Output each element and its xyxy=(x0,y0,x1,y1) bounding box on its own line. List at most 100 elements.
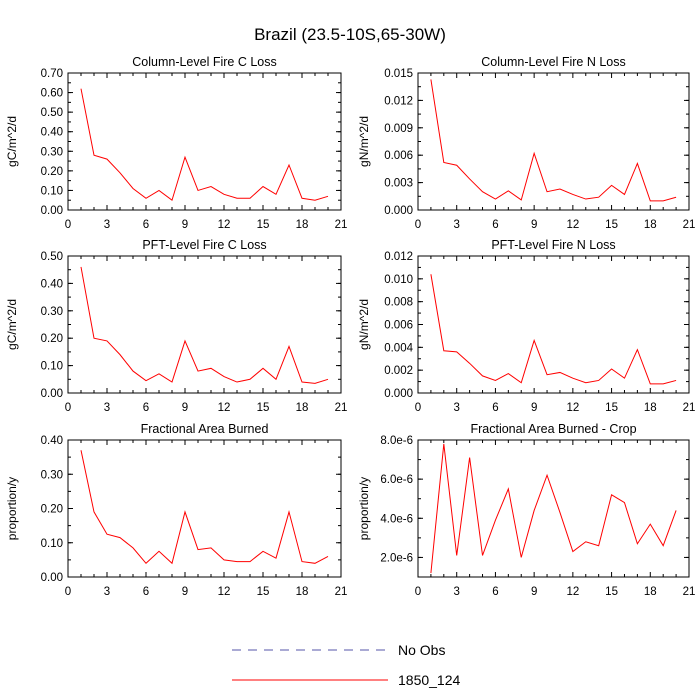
chart-panel-5: Fractional Area Burned proportion/y 0 3 6 9 12… xyxy=(5,422,347,598)
y-tick-label: 0.30 xyxy=(41,306,63,318)
y-tick-label: 0.50 xyxy=(41,251,63,263)
y-tick-label: 0.30 xyxy=(41,469,63,481)
panel-title: Column-Level Fire C Loss xyxy=(132,55,277,69)
y-axis-label: gC/m^2/d xyxy=(5,116,19,167)
series-line-1850_124 xyxy=(430,443,677,574)
y-tick-label: 0.00 xyxy=(41,205,63,217)
y-tick-label: 0.40 xyxy=(41,435,63,447)
chart-panel-1: Column-Level Fire C Loss gC/m^2/d 0 3 6 9 12 15… xyxy=(5,55,347,231)
y-tick-label: 0.10 xyxy=(41,538,63,550)
x-tick-label: 12 xyxy=(218,219,231,231)
x-tick-label: 6 xyxy=(143,586,149,598)
series-line-1850_124 xyxy=(430,274,677,385)
x-tick-label: 12 xyxy=(566,219,579,231)
x-tick-label: 3 xyxy=(454,586,460,598)
chart-panel-6: Fractional Area Burned - Crop proportion/… xyxy=(357,422,695,598)
plot-frame xyxy=(417,72,690,211)
y-tick-label: 0.40 xyxy=(41,278,63,290)
panel-title: Column-Level Fire N Loss xyxy=(481,55,626,69)
plot-frame xyxy=(67,255,342,394)
series-line-1850_124 xyxy=(80,88,329,202)
y-tick-label: 0.004 xyxy=(384,342,413,354)
y-tick-label: 0.012 xyxy=(384,251,413,263)
x-tick-label: 18 xyxy=(644,586,657,598)
x-tick-label: 6 xyxy=(492,219,498,231)
x-tick-label: 21 xyxy=(683,586,696,598)
chart-panels: Column-Level Fire C Loss gC/m^2/d 0 3 6 9 12 15… xyxy=(5,55,695,598)
legend-label-1850-124: 1850_124 xyxy=(398,672,461,688)
x-tick-label: 15 xyxy=(605,402,618,414)
series-line-1850_124 xyxy=(80,450,329,565)
y-tick-label: 4.0e-6 xyxy=(380,513,413,525)
x-tick-label: 18 xyxy=(644,219,657,231)
y-tick-label: 0.50 xyxy=(41,107,63,119)
x-tick-label: 9 xyxy=(182,402,188,414)
x-tick-label: 18 xyxy=(296,219,309,231)
chart-panel-4: PFT-Level Fire N Loss gN/m^2/d 0 3 6 9 12 15 18 2… xyxy=(357,238,695,414)
y-tick-label: 0.003 xyxy=(384,178,413,190)
x-tick-label: 9 xyxy=(531,586,537,598)
x-tick-label: 21 xyxy=(335,219,348,231)
y-axis-label: gN/m^2/d xyxy=(357,299,371,350)
chart-panel-3: PFT-Level Fire C Loss gC/m^2/d 0 3 6 9 12 15 18 2… xyxy=(5,238,347,414)
x-tick-label: 0 xyxy=(65,402,71,414)
y-tick-label: 0.000 xyxy=(384,205,413,217)
figure-title: Brazil (23.5-10S,65-30W) xyxy=(254,25,446,44)
y-axis-label: gC/m^2/d xyxy=(5,299,19,350)
x-tick-label: 9 xyxy=(182,586,188,598)
y-tick-label: 0.10 xyxy=(41,185,63,197)
plot-frame xyxy=(67,72,342,211)
y-tick-label: 0.012 xyxy=(384,95,413,107)
y-tick-label: 0.002 xyxy=(384,365,413,377)
x-tick-label: 0 xyxy=(65,219,71,231)
y-tick-label: 0.00 xyxy=(41,572,63,584)
y-tick-label: 0.00 xyxy=(41,388,63,400)
x-tick-label: 0 xyxy=(415,402,421,414)
panel-title: PFT-Level Fire N Loss xyxy=(491,238,615,252)
y-tick-label: 6.0e-6 xyxy=(380,474,413,486)
x-tick-label: 21 xyxy=(335,586,348,598)
x-tick-label: 15 xyxy=(257,219,270,231)
x-tick-label: 21 xyxy=(683,219,696,231)
y-tick-label: 0.40 xyxy=(41,127,63,139)
x-tick-label: 12 xyxy=(566,586,579,598)
y-tick-label: 0.60 xyxy=(41,88,63,100)
series-line-1850_124 xyxy=(80,266,329,384)
x-tick-label: 18 xyxy=(296,402,309,414)
panel-title: Fractional Area Burned - Crop xyxy=(470,422,636,436)
x-tick-label: 18 xyxy=(644,402,657,414)
series-line-1850_124 xyxy=(430,79,677,202)
x-tick-label: 12 xyxy=(218,402,231,414)
y-axis-label: gN/m^2/d xyxy=(357,116,371,167)
x-tick-label: 15 xyxy=(257,402,270,414)
x-tick-label: 3 xyxy=(104,402,110,414)
y-tick-label: 0.010 xyxy=(384,274,413,286)
x-tick-label: 21 xyxy=(683,402,696,414)
y-tick-label: 0.20 xyxy=(41,504,63,516)
x-tick-label: 0 xyxy=(415,586,421,598)
y-tick-label: 0.006 xyxy=(384,150,413,162)
y-tick-label: 2.0e-6 xyxy=(380,552,413,564)
y-tick-label: 0.008 xyxy=(384,297,413,309)
y-tick-label: 0.009 xyxy=(384,123,413,135)
x-tick-label: 12 xyxy=(218,586,231,598)
x-tick-label: 18 xyxy=(296,586,309,598)
x-tick-label: 6 xyxy=(143,219,149,231)
x-tick-label: 0 xyxy=(415,219,421,231)
y-tick-label: 0.30 xyxy=(41,146,63,158)
y-axis-label: proportion/y xyxy=(5,477,19,540)
x-tick-label: 9 xyxy=(182,219,188,231)
panel-title: PFT-Level Fire C Loss xyxy=(142,238,266,252)
chart-panel-2: Column-Level Fire N Loss gN/m^2/d 0 3 6 9 12 15… xyxy=(357,55,695,231)
y-tick-label: 0.20 xyxy=(41,166,63,178)
x-tick-label: 15 xyxy=(605,586,618,598)
x-tick-label: 3 xyxy=(104,586,110,598)
y-tick-label: 0.015 xyxy=(384,68,413,80)
x-tick-label: 0 xyxy=(65,586,71,598)
y-tick-label: 8.0e-6 xyxy=(380,435,413,447)
y-tick-label: 0.20 xyxy=(41,333,63,345)
x-tick-label: 3 xyxy=(454,402,460,414)
y-tick-label: 0.10 xyxy=(41,361,63,373)
x-tick-label: 6 xyxy=(492,586,498,598)
